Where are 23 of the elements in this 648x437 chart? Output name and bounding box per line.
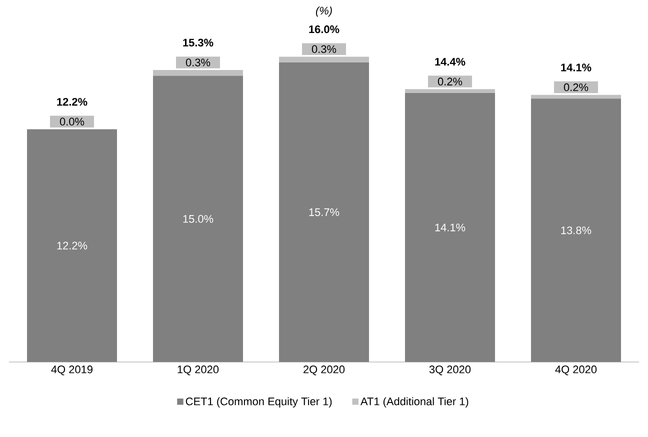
total-label: 14.1% xyxy=(561,64,592,72)
x-tick-label: 4Q 2019 xyxy=(51,366,92,376)
data-label: 0.2% xyxy=(564,83,588,92)
total-label: 16.0% xyxy=(309,25,340,34)
x-tick-label: 4Q 2020 xyxy=(555,366,597,376)
chart-title: (%) xyxy=(316,6,332,17)
legend-label: CET1 (Common Equity Tier 1) xyxy=(186,397,332,408)
data-label: 13.8% xyxy=(561,226,592,234)
data-label: 15.0% xyxy=(183,215,214,223)
legend-label: AT1 (Additional Tier 1) xyxy=(360,397,468,408)
x-tick-label: 2Q 2020 xyxy=(304,366,345,376)
data-label: 14.1% xyxy=(435,224,466,232)
data-label: 12.2% xyxy=(57,242,88,250)
total-label: 15.3% xyxy=(183,38,214,47)
total-label: 14.4% xyxy=(435,58,466,66)
data-label: 0.3% xyxy=(186,58,210,66)
data-label: 0.2% xyxy=(438,78,462,86)
data-label: 0.0% xyxy=(60,118,84,126)
data-label: 0.3% xyxy=(312,45,336,53)
total-label: 12.2% xyxy=(57,98,88,106)
x-tick-label: 3Q 2020 xyxy=(429,366,471,376)
x-tick-label: 1Q 2020 xyxy=(178,366,219,376)
data-label: 15.7% xyxy=(309,208,340,216)
